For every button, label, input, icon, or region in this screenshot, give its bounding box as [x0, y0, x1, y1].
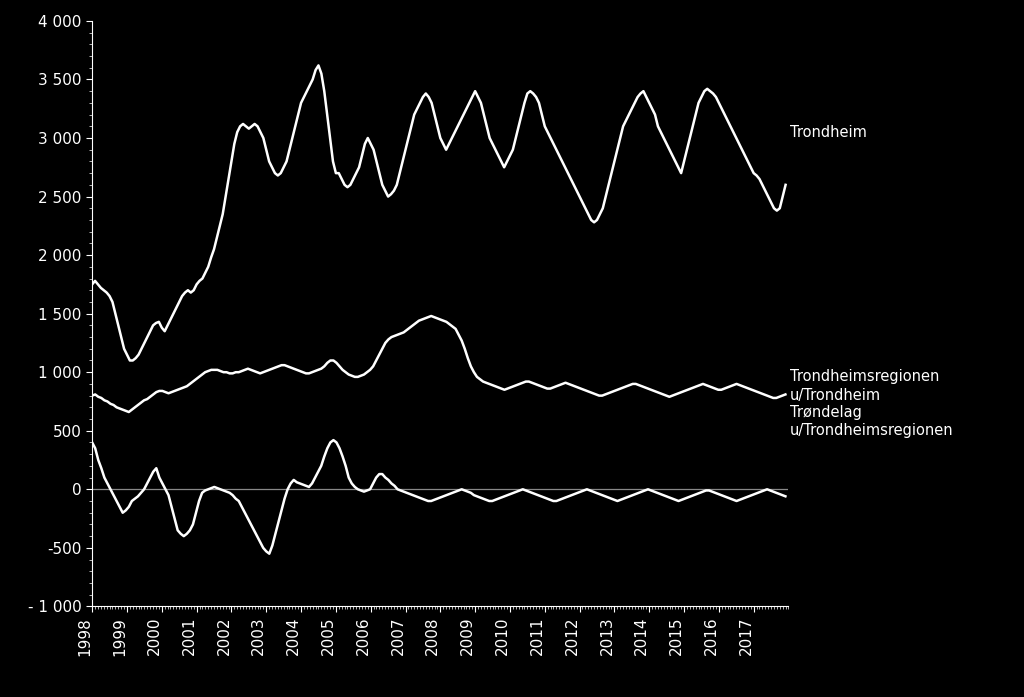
Text: Trondheim: Trondheim: [791, 125, 867, 139]
Text: Trondheimsregionen
u/Trondheim: Trondheimsregionen u/Trondheim: [791, 369, 940, 403]
Text: Trøndelag
u/Trondheimsregionen: Trøndelag u/Trondheimsregionen: [791, 404, 953, 438]
